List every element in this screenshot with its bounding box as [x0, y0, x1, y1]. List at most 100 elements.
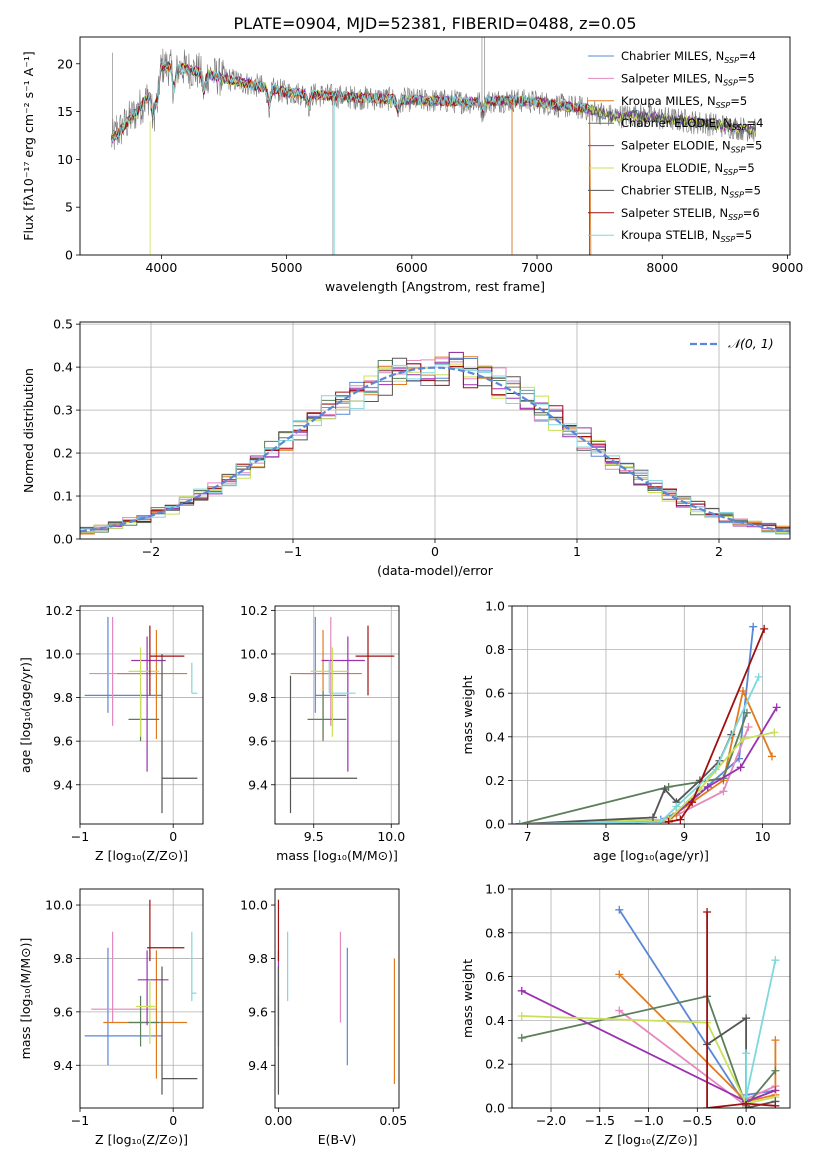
- age_vs_mass-ytick-label-2: 9.8: [248, 690, 268, 705]
- massweight_vs_Z-marker-7-1: [703, 1104, 712, 1108]
- mass_vs_ebv-xtick-label-0: 0.00: [265, 1113, 293, 1128]
- massweight_vs_age-marker-4-3: [736, 763, 745, 772]
- mass_vs_ebv-ytick-label-2: 9.8: [248, 951, 268, 966]
- massweight_vs_age-ytick-label-2: 0.4: [485, 729, 505, 744]
- massweight_vs_Z-line-5: [521, 1015, 776, 1105]
- massweight_vs_Z-xtick-label-0: −2.0: [536, 1113, 566, 1128]
- mass_vs_Z-frame: [79, 888, 204, 1109]
- massweight_vs_Z-xtick-label-3: −0.5: [682, 1113, 712, 1128]
- spectrum-ytick-label-2: 10: [57, 152, 73, 167]
- massweight_vs_Z-marker-7-3: [771, 1101, 780, 1108]
- massweight_vs_age-series: [515, 622, 781, 824]
- legend-label-8: Kroupa STELIB, NSSP=5: [621, 228, 752, 244]
- legend-label-0: Chabrier MILES, NSSP=4: [621, 49, 756, 65]
- massweight_vs_age-ytick-label-1: 0.2: [485, 773, 505, 788]
- massweight_vs_Z-marker-3-3: [771, 1066, 780, 1075]
- age_vs_mass-series: [289, 616, 395, 814]
- age_vs_Z-series: [84, 616, 198, 814]
- mass_vs_ebv-frame: [274, 888, 400, 1109]
- massweight_vs_age-ytick-label-5: 1.0: [485, 599, 505, 614]
- age_vs_Z-xtick-label-1: 0: [169, 829, 177, 844]
- massweight_vs_age-ytick-label-3: 0.6: [485, 686, 505, 701]
- massweight_vs_age-marker-7-4: [760, 624, 769, 633]
- legend-label-tail-1: =5: [738, 71, 755, 85]
- age_vs_Z-xtick-label-0: −1: [71, 829, 89, 844]
- spectrum-xtick-label-3: 7000: [521, 260, 553, 275]
- legend-label-text-3: Chabrier ELODIE, N: [621, 116, 732, 130]
- residuals-ytick-label-1: 0.1: [53, 489, 73, 504]
- massweight_vs_Z-marker-7-0: [703, 907, 712, 916]
- legend-label-tail-0: =4: [739, 49, 756, 63]
- legend-label-sub-6: SSP: [729, 190, 744, 199]
- legend-label-tail-3: =4: [747, 116, 764, 130]
- age_vs_mass-ytick-label-3: 10.0: [240, 646, 268, 661]
- massweight_vs_Z-marker-6-1: [742, 1014, 751, 1023]
- massweight_vs_age-line-7: [519, 628, 766, 824]
- spectrum-ytick-label-1: 5: [65, 200, 73, 215]
- mass_vs_ebv-xlabel: E(B-V): [318, 1132, 357, 1147]
- legend-label-5: Kroupa ELODIE, NSSP=5: [621, 161, 755, 177]
- legend-label-text-6: Chabrier STELIB, N: [621, 183, 729, 197]
- massweight_vs_Z-marker-8-2: [771, 956, 780, 965]
- legend-label-text-1: Salpeter MILES, N: [621, 71, 723, 85]
- massweight_vs_Z-xlabel: Z [log₁₀(Z/Z⊙)]: [605, 1132, 698, 1147]
- age_vs_Z-ytick-label-1: 9.6: [53, 734, 73, 749]
- legend-label-sub-1: SSP: [723, 78, 738, 87]
- age_vs_Z-axes: −1 0 9.4 9.6 9.8 10.0 10.2 Z [log₁₀(Z/Z⊙)] age […: [18, 603, 203, 863]
- massweight_vs_Z-xtick-label-2: −1.0: [633, 1113, 663, 1128]
- age_vs_mass-frame: [274, 605, 400, 825]
- legend-label-sub-3: SSP: [732, 123, 747, 132]
- massweight_vs_age-marker-1-3: [719, 787, 728, 796]
- massweight_vs_Z-frame: [511, 888, 791, 1109]
- legend-label-tail-6: =5: [744, 183, 761, 197]
- massweight_vs_Z-marker-3-0: [517, 1033, 526, 1042]
- massweight_vs_Z-xtick-label-1: −1.5: [585, 1113, 615, 1128]
- residuals-xtick-label-0: −2: [142, 544, 160, 559]
- massweight_vs_Z-marker-1-0: [615, 1006, 624, 1015]
- massweight_vs_age-marker-6-2: [660, 785, 669, 794]
- age_vs_Z-ylabel: age [log₁₀(age/yr)]: [18, 657, 33, 773]
- massweight_vs_Z-ytick-label-3: 0.6: [485, 969, 505, 984]
- mass_vs_Z-ytick-label-1: 9.6: [53, 1004, 73, 1019]
- massweight_vs_age-ytick-label-0: 0.0: [485, 817, 505, 832]
- mass_vs_Z-ylabel: mass [log₁₀(M/M⊙)]: [18, 938, 33, 1060]
- legend-label-sub-2: SSP: [716, 101, 731, 110]
- mass_vs_ebv-series: [277, 899, 396, 1095]
- massweight_vs_Z-marker-2-3: [771, 1036, 780, 1045]
- residuals-axes: −2 −1 0 1 2 0.0 0.1 0.2 0.3 0.4 0.5 (data-model)/er…: [21, 317, 790, 578]
- massweight_vs_age-line-8: [519, 676, 760, 824]
- legend-label-text-2: Kroupa MILES, N: [621, 94, 716, 108]
- massweight_vs_Z-ytick-label-1: 0.2: [485, 1057, 505, 1072]
- mass_vs_Z-axes: −1 0 9.4 9.6 9.8 10.0 Z [log₁₀(Z/Z⊙)] mass [log…: [18, 889, 203, 1147]
- mass_vs_ebv-ytick-label-1: 9.6: [248, 1004, 268, 1019]
- massweight_vs_age-xtick-label-2: 9: [680, 829, 688, 844]
- residuals-hist-8: [80, 364, 790, 534]
- massweight_vs_Z-marker-8-1: [742, 1093, 751, 1102]
- mass_vs_ebv-ytick-label-3: 10.0: [240, 898, 268, 913]
- massweight_vs_Z-marker-0-0: [615, 905, 624, 914]
- mass_vs_Z-xtick-label-0: −1: [71, 1113, 89, 1128]
- residuals-ytick-label-0: 0.0: [53, 532, 73, 547]
- massweight_vs_age-ylabel: mass weight: [460, 675, 475, 754]
- gaussian-curve: [80, 366, 790, 533]
- spectrum-cutoff-kroupa-miles: [589, 111, 592, 255]
- legend-label-sub-0: SSP: [724, 56, 739, 65]
- residuals-series: [80, 351, 790, 538]
- massweight_vs_age-line-1: [519, 726, 750, 824]
- spectrum-ytick-label-0: 0: [65, 248, 73, 263]
- massweight_vs_Z-line-3: [521, 995, 777, 1108]
- massweight_vs_age-marker-5-4: [770, 728, 779, 737]
- legend-label-2: Kroupa MILES, NSSP=5: [621, 94, 747, 110]
- mass_vs_Z-xlabel: Z [log₁₀(Z/Z⊙)]: [95, 1132, 188, 1147]
- mass_vs_ebv-ytick-label-0: 9.4: [248, 1058, 268, 1073]
- legend-label-text-5: Kroupa ELODIE, N: [621, 161, 723, 175]
- legend-label-tail-2: =5: [730, 94, 747, 108]
- massweight_vs_Z-ytick-label-4: 0.8: [485, 925, 505, 940]
- age_vs_Z-frame: [79, 605, 204, 825]
- massweight_vs_age-marker-7-3: [688, 798, 697, 807]
- massweight_vs_age-marker-8-0: [515, 820, 524, 824]
- mass_vs_Z-xtick-label-1: 0: [169, 1113, 177, 1128]
- residuals-ylabel: Normed distribution: [21, 368, 36, 493]
- spectrum-model-line-8: [110, 60, 590, 144]
